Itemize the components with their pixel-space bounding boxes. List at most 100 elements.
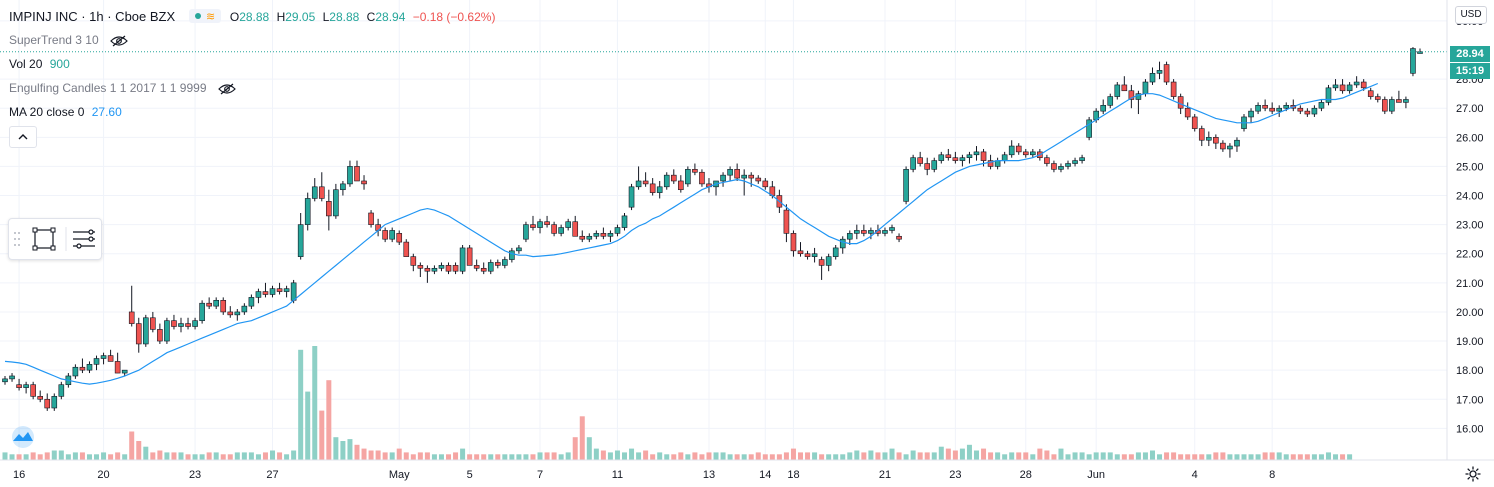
volume-bar <box>614 450 620 460</box>
candle-body <box>178 323 184 327</box>
volume-bar <box>847 452 853 460</box>
volume-bar <box>79 452 85 460</box>
volume-bar <box>333 437 339 460</box>
candle-body <box>635 180 642 188</box>
volume-bar <box>284 454 290 460</box>
price-tick-label: 17.00 <box>1456 394 1484 406</box>
volume-bar <box>734 454 740 460</box>
volume-bar <box>819 454 825 460</box>
time-tick-label: 8 <box>1269 469 1275 481</box>
candle-body <box>213 300 219 307</box>
candle-body <box>1156 70 1163 74</box>
volume-bar <box>973 450 979 460</box>
volume-bar <box>460 448 466 460</box>
candle-body <box>868 230 874 234</box>
volume-bar <box>1311 454 1317 460</box>
drawing-toolbox[interactable] <box>8 218 102 260</box>
volume-bar <box>812 452 818 460</box>
volume-bar <box>227 454 233 460</box>
gear-icon[interactable] <box>1464 465 1482 483</box>
symbol-title[interactable]: IMPINJ INC · 1h · Cboe BZX <box>9 9 176 24</box>
candle-body <box>30 384 36 397</box>
candle-body <box>1389 99 1395 112</box>
volume-bar <box>51 450 57 460</box>
candle-body <box>1283 105 1290 109</box>
candle-body <box>311 186 318 199</box>
volume-bar <box>417 452 423 460</box>
volume-bar <box>44 452 50 460</box>
candle-body <box>403 241 410 257</box>
volume-bar <box>875 452 881 460</box>
volume-bar <box>474 454 480 460</box>
candle-body <box>797 250 804 255</box>
drag-handle-icon[interactable] <box>14 232 20 246</box>
eye-off-icon[interactable] <box>110 35 128 47</box>
grid <box>0 0 1447 460</box>
volume-bar <box>1107 452 1113 460</box>
volume-bar <box>396 448 402 460</box>
candle-body <box>326 201 332 217</box>
settings-lines-icon[interactable] <box>73 229 95 249</box>
candle-body <box>452 265 459 272</box>
time-tick-label: 5 <box>467 469 473 481</box>
supertrend-legend[interactable]: SuperTrend 3 10 <box>9 33 128 47</box>
volume-bar <box>713 452 719 460</box>
volume-bar <box>537 452 543 460</box>
volume-bar <box>178 452 184 460</box>
rectangle-tool-icon[interactable] <box>32 227 56 251</box>
volume-bar <box>1016 452 1022 460</box>
candle-body <box>783 209 790 234</box>
volume-bar <box>706 452 712 460</box>
volume-bar <box>262 452 268 460</box>
candle-body <box>699 171 705 185</box>
volume-bar <box>805 452 811 460</box>
candle-body <box>1184 107 1191 118</box>
currency-label[interactable]: USD <box>1455 6 1487 24</box>
ma-legend[interactable]: MA 20 close 0 27.60 <box>9 105 122 119</box>
volume-bar <box>889 448 895 460</box>
candle-body <box>86 364 93 371</box>
candle-body <box>171 320 177 327</box>
volume-bar <box>16 454 22 460</box>
volume-bar <box>945 448 951 460</box>
volume-bar <box>1079 452 1085 460</box>
time-tick-label: 11 <box>612 469 623 481</box>
volume-bar <box>629 448 635 460</box>
volume-bar <box>495 454 501 460</box>
volume-bar <box>1304 454 1310 460</box>
candle-body <box>494 262 501 266</box>
price-tick-label: 23.00 <box>1456 220 1484 232</box>
candle-body <box>1191 116 1198 129</box>
volume-value: 900 <box>49 57 70 71</box>
engulfing-legend[interactable]: Engulfing Candles 1 1 2017 1 1 9999 <box>9 81 236 95</box>
volume-bar <box>727 454 733 460</box>
candle-body <box>762 180 769 188</box>
volume-bar <box>579 416 585 460</box>
volume-bar <box>1276 452 1282 460</box>
volume-bar <box>565 452 571 460</box>
candle-body <box>579 235 586 240</box>
candle-body <box>544 221 550 225</box>
volume-bar <box>1325 452 1331 460</box>
eye-off-icon[interactable] <box>217 83 236 95</box>
volume-bar <box>453 452 459 460</box>
volume-bar <box>1009 452 1015 460</box>
volume-bar <box>1149 450 1155 460</box>
tradingview-logo-icon[interactable] <box>8 426 38 448</box>
candle-body <box>755 177 762 182</box>
candle-body <box>1382 99 1388 112</box>
volume-legend[interactable]: Vol 20 900 <box>9 57 70 71</box>
time-tick-label: 14 <box>759 469 771 481</box>
volume-bar <box>101 452 107 460</box>
time-tick-label: 23 <box>189 469 201 481</box>
collapse-legend-button[interactable] <box>9 126 37 148</box>
candle-body <box>502 259 508 266</box>
candle-body <box>121 369 128 374</box>
volume-bar <box>678 452 684 460</box>
volume-bar <box>952 450 958 460</box>
candle-body <box>297 224 304 257</box>
volume-bar <box>502 454 508 460</box>
volume-bar <box>382 452 388 460</box>
